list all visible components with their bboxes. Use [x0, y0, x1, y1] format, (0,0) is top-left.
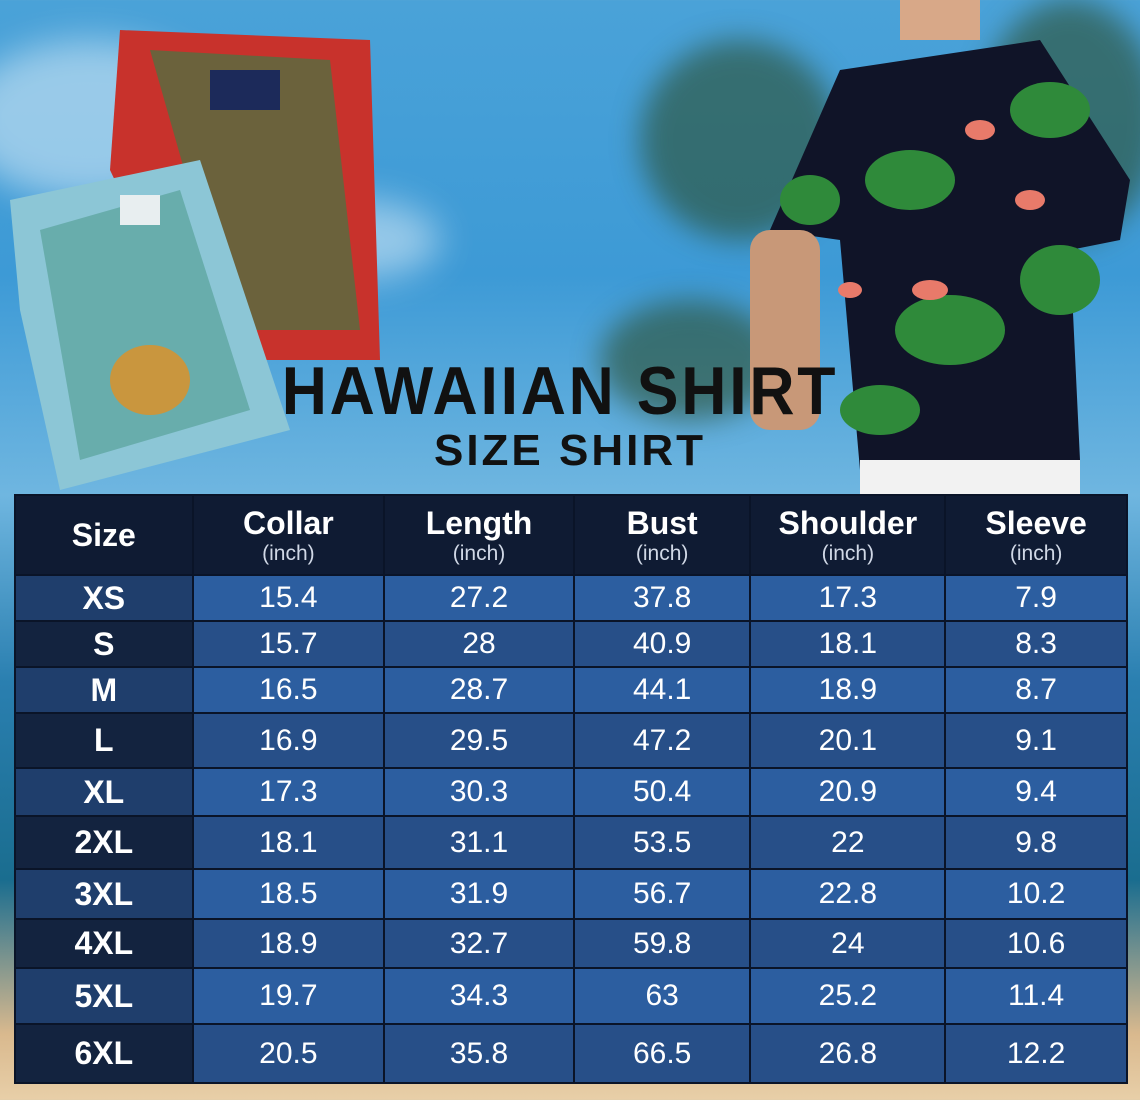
value-cell: 53.5: [572, 815, 752, 870]
value-cell: 17.3: [749, 574, 947, 622]
table-row: 2XL 18.1 31.1 53.5 22 9.8: [14, 815, 1128, 870]
value-cell: 22: [749, 815, 947, 870]
value-cell: 24: [749, 918, 947, 969]
value-cell: 17.3: [191, 767, 386, 817]
table-row: XS 15.4 27.2 37.8 17.3 7.9: [14, 574, 1128, 622]
page-title: HAWAIIAN SHIRT: [281, 353, 839, 429]
size-cell: 3XL: [14, 868, 194, 920]
value-cell: 18.9: [749, 666, 947, 714]
value-cell: 26.8: [749, 1023, 947, 1084]
table-row: S 15.7 28 40.9 18.1 8.3: [14, 620, 1128, 668]
value-cell: 44.1: [572, 666, 752, 714]
value-cell: 31.1: [383, 815, 575, 870]
value-cell: 9.8: [944, 815, 1128, 870]
value-cell: 11.4: [944, 967, 1128, 1025]
table-row: L 16.9 29.5 47.2 20.1 9.1: [14, 712, 1128, 769]
value-cell: 56.7: [572, 868, 752, 920]
value-cell: 25.2: [749, 967, 947, 1025]
value-cell: 18.9: [191, 918, 386, 969]
value-cell: 37.8: [572, 574, 752, 622]
size-cell: XS: [14, 574, 194, 622]
header-label: Sleeve: [985, 504, 1087, 541]
header-label: Size: [71, 517, 136, 553]
header-collar: Collar (inch): [191, 494, 386, 576]
header-unit: (inch): [452, 541, 506, 565]
size-cell: 2XL: [14, 815, 194, 870]
header-label: Shoulder: [778, 504, 918, 541]
header-shoulder: Shoulder (inch): [749, 494, 947, 576]
value-cell: 20.9: [749, 767, 947, 817]
table-row: 5XL 19.7 34.3 63 25.2 11.4: [14, 967, 1128, 1025]
size-cell: 6XL: [14, 1023, 194, 1084]
page-subtitle: SIZE SHIRT: [433, 426, 707, 475]
value-cell: 10.2: [944, 868, 1128, 920]
header-label: Bust: [626, 504, 698, 541]
value-cell: 59.8: [572, 918, 752, 969]
table-row: 3XL 18.5 31.9 56.7 22.8 10.2: [14, 868, 1128, 920]
value-cell: 16.5: [191, 666, 386, 714]
header-label: Collar: [243, 504, 334, 541]
value-cell: 28.7: [383, 666, 575, 714]
size-cell: M: [14, 666, 194, 714]
value-cell: 19.7: [191, 967, 386, 1025]
value-cell: 28: [383, 620, 575, 668]
value-cell: 66.5: [572, 1023, 752, 1084]
folded-shirts-image: [10, 30, 380, 490]
value-cell: 27.2: [383, 574, 575, 622]
value-cell: 8.7: [944, 666, 1128, 714]
value-cell: 15.7: [191, 620, 386, 668]
size-cell: L: [14, 712, 194, 769]
value-cell: 29.5: [383, 712, 575, 769]
value-cell: 20.5: [191, 1023, 386, 1084]
size-cell: 5XL: [14, 967, 194, 1025]
value-cell: 32.7: [383, 918, 575, 969]
value-cell: 16.9: [191, 712, 386, 769]
size-chart-table: Size Collar (inch) Length (inch) Bust (inch…: [14, 494, 1128, 1084]
value-cell: 20.1: [749, 712, 947, 769]
header-unit: (inch): [821, 541, 875, 565]
table-row: M 16.5 28.7 44.1 18.9 8.7: [14, 666, 1128, 714]
value-cell: 7.9: [944, 574, 1128, 622]
value-cell: 35.8: [383, 1023, 575, 1084]
table-row: 6XL 20.5 35.8 66.5 26.8 12.2: [14, 1023, 1128, 1084]
value-cell: 10.6: [944, 918, 1128, 969]
header-bust: Bust (inch): [572, 494, 752, 576]
value-cell: 34.3: [383, 967, 575, 1025]
table-row: XL 17.3 30.3 50.4 20.9 9.4: [14, 767, 1128, 817]
value-cell: 50.4: [572, 767, 752, 817]
size-cell: 4XL: [14, 918, 194, 969]
man-wearing-shirt-image: [750, 0, 1130, 495]
value-cell: 18.5: [191, 868, 386, 920]
value-cell: 8.3: [944, 620, 1128, 668]
header-unit: (inch): [262, 541, 315, 565]
value-cell: 9.4: [944, 767, 1128, 817]
table-row: 4XL 18.9 32.7 59.8 24 10.6: [14, 918, 1128, 969]
value-cell: 12.2: [944, 1023, 1128, 1084]
size-cell: S: [14, 620, 194, 668]
header-unit: (inch): [1009, 541, 1063, 565]
value-cell: 40.9: [572, 620, 752, 668]
value-cell: 47.2: [572, 712, 752, 769]
header-label: Length: [425, 504, 533, 541]
value-cell: 63: [572, 967, 752, 1025]
value-cell: 31.9: [383, 868, 575, 920]
header-unit: (inch): [635, 541, 689, 565]
value-cell: 18.1: [191, 815, 386, 870]
value-cell: 15.4: [191, 574, 386, 622]
header-size: Size: [14, 494, 194, 576]
value-cell: 30.3: [383, 767, 575, 817]
size-cell: XL: [14, 767, 194, 817]
table-header-row: Size Collar (inch) Length (inch) Bust (inch…: [14, 494, 1128, 576]
value-cell: 18.1: [749, 620, 947, 668]
value-cell: 9.1: [944, 712, 1128, 769]
header-length: Length (inch): [383, 494, 575, 576]
header-sleeve: Sleeve (inch): [944, 494, 1128, 576]
value-cell: 22.8: [749, 868, 947, 920]
